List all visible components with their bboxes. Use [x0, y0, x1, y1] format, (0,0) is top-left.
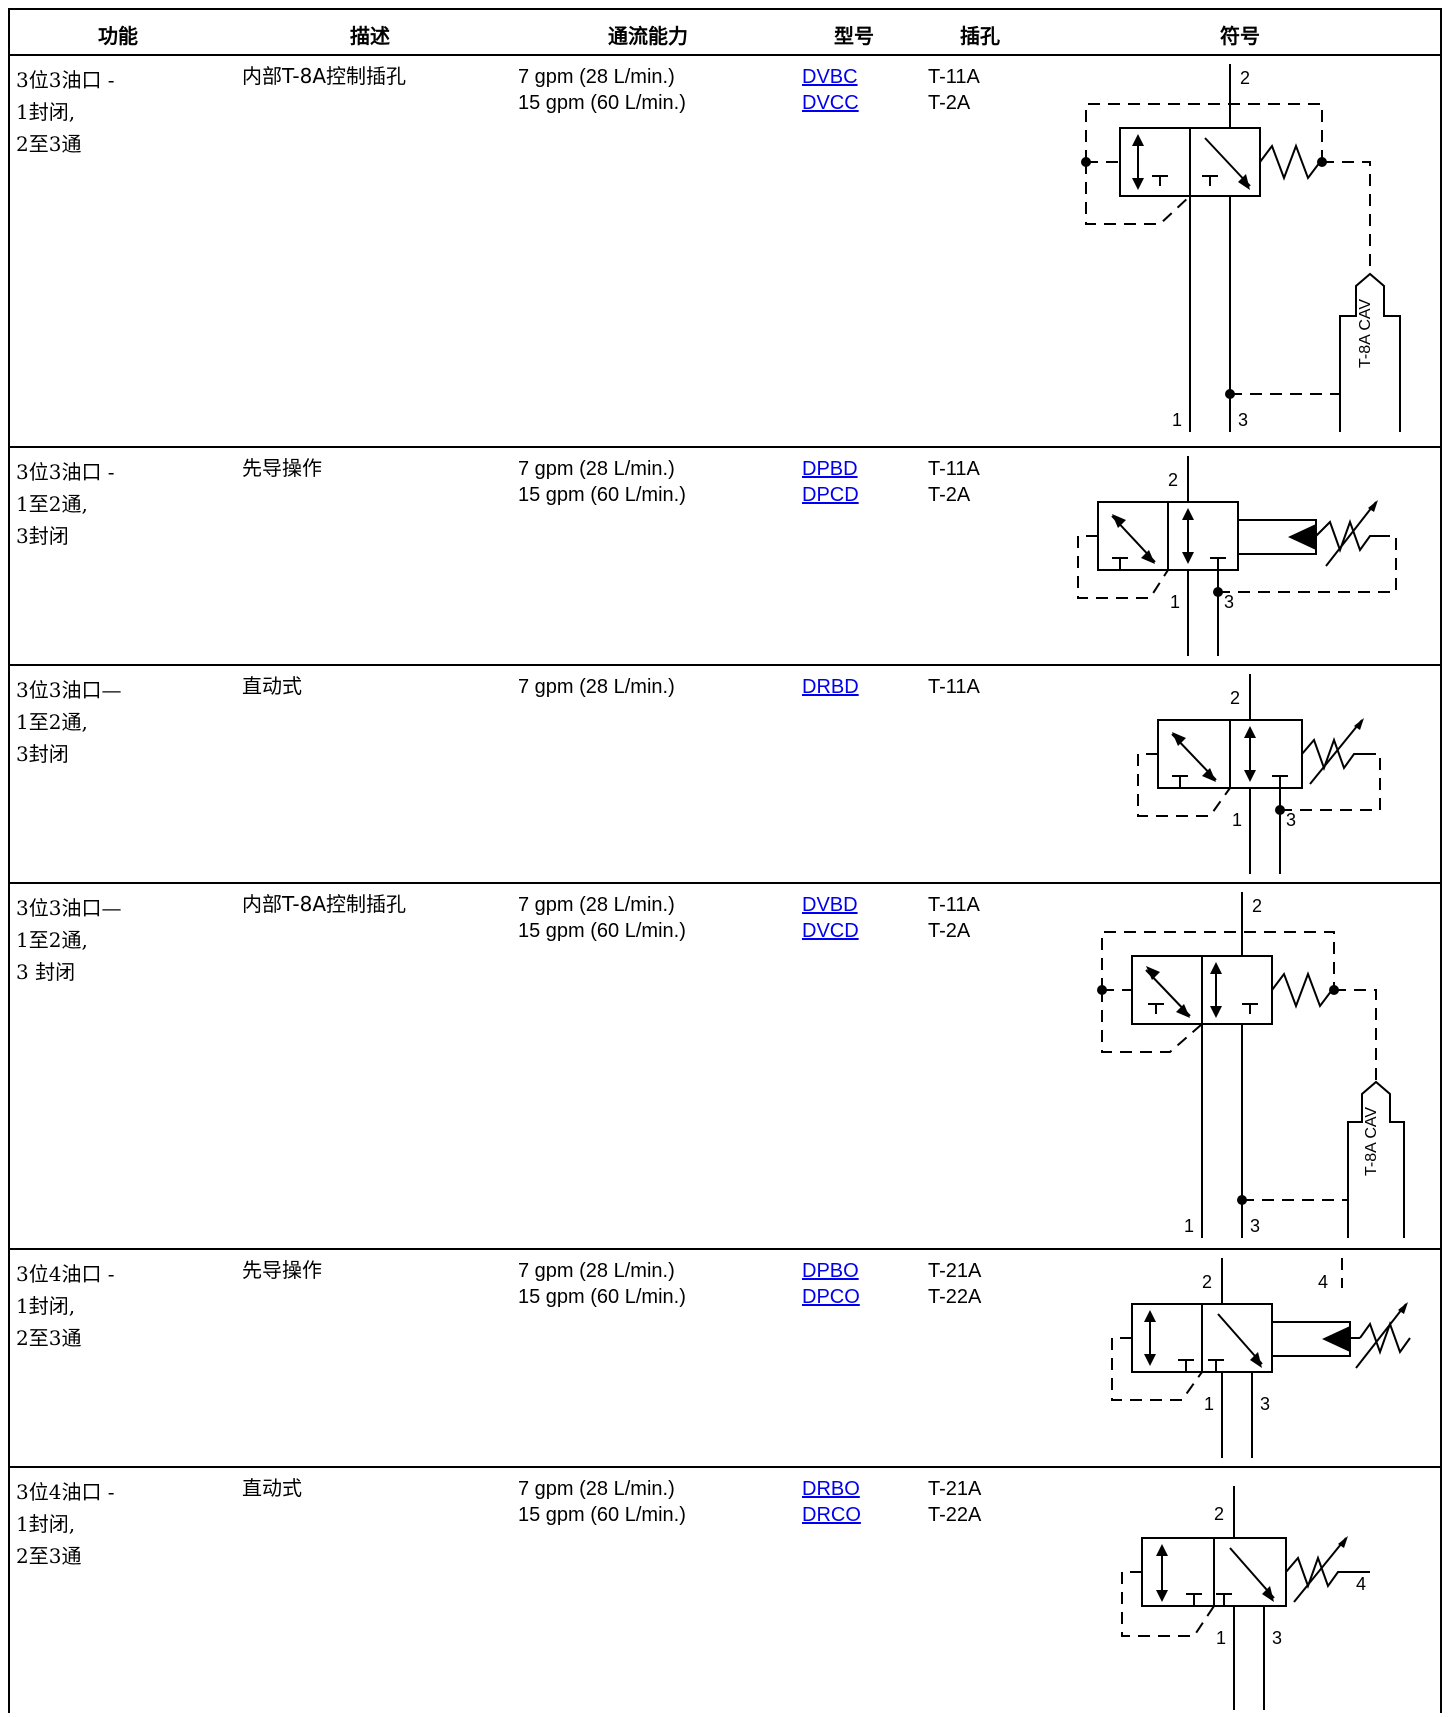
- description-cell: 先导操作: [242, 456, 322, 480]
- model-cell: DRBO DRCO: [802, 1476, 861, 1528]
- valve-diagram-icon: 2 1 3: [1077, 456, 1397, 656]
- valve-diagram-icon: 2 4 1 3: [1111, 1258, 1411, 1458]
- valve-symbol: T-8A CAV 2 1 3: [1040, 882, 1440, 1246]
- table-row: 3位3油口— 1至2通, 3 封闭 内部T-8A控制插孔 7 gpm (28 L/m…: [10, 882, 1440, 1250]
- flow-cell: 7 gpm (28 L/min.) 15 gpm (60 L/min.): [518, 1260, 686, 1308]
- model-cell: DVBD DVCD: [802, 892, 859, 944]
- table-header: 功能 描述 通流能力 型号 插孔 符号: [10, 10, 1440, 56]
- valve-diagram-icon: 2 1 3: [1137, 674, 1381, 874]
- valve-diagram-icon: T-8A CAV 2 1 3: [1081, 64, 1401, 432]
- svg-text:3: 3: [1250, 1216, 1260, 1236]
- svg-text:2: 2: [1168, 470, 1178, 490]
- valve-table: 功能 描述 通流能力 型号 插孔 符号 3位3油口 -1封闭, 2至3通 内部T-…: [8, 8, 1442, 1713]
- flow-cell: 7 gpm (28 L/min.) 15 gpm (60 L/min.): [518, 458, 686, 506]
- flow-cell: 7 gpm (28 L/min.): [518, 676, 675, 698]
- svg-text:2: 2: [1214, 1504, 1224, 1524]
- cavity-cell: T-11A T-2A: [928, 66, 980, 114]
- description-cell: 直动式: [242, 674, 302, 698]
- header-cavity: 插孔: [960, 24, 1000, 48]
- header-description: 描述: [350, 24, 390, 48]
- svg-text:1: 1: [1184, 1216, 1194, 1236]
- table-row: 3位3油口— 1至2通, 3封闭 直动式 7 gpm (28 L/min.) DRB…: [10, 664, 1440, 884]
- svg-text:1: 1: [1170, 592, 1180, 612]
- description-cell: 先导操作: [242, 1258, 322, 1282]
- cavity-cell: T-11A: [928, 676, 980, 698]
- flow-cell: 7 gpm (28 L/min.) 15 gpm (60 L/min.): [518, 894, 686, 942]
- cavity-cell: T-21A T-22A: [928, 1478, 982, 1526]
- model-cell: DRBD: [802, 674, 859, 700]
- model-link-dvbc[interactable]: DVBC: [802, 66, 858, 88]
- description-cell: 直动式: [242, 1476, 302, 1500]
- function-cell: 3位4油口 -1封闭, 2至3通: [16, 1480, 115, 1568]
- model-link-drco[interactable]: DRCO: [802, 1504, 861, 1526]
- model-link-drbo[interactable]: DRBO: [802, 1478, 860, 1500]
- svg-text:2: 2: [1252, 896, 1262, 916]
- header-model: 型号: [834, 24, 874, 48]
- valve-symbol: 2 4 1 3: [1040, 1248, 1440, 1464]
- svg-text:2: 2: [1240, 68, 1250, 88]
- model-link-dpbd[interactable]: DPBD: [802, 458, 858, 480]
- svg-text:1: 1: [1204, 1394, 1214, 1414]
- svg-text:4: 4: [1356, 1574, 1366, 1594]
- description-cell: 内部T-8A控制插孔: [242, 64, 407, 88]
- svg-text:1: 1: [1232, 810, 1242, 830]
- model-cell: DPBO DPCO: [802, 1258, 860, 1310]
- svg-text:1: 1: [1172, 410, 1182, 430]
- model-link-dvbd[interactable]: DVBD: [802, 894, 858, 916]
- model-link-dpco[interactable]: DPCO: [802, 1286, 860, 1308]
- model-link-dvcc[interactable]: DVCC: [802, 92, 859, 114]
- svg-text:3: 3: [1224, 592, 1234, 612]
- header-symbol: 符号: [1220, 24, 1260, 48]
- cavity-cell: T-11A T-2A: [928, 894, 980, 942]
- function-cell: 3位3油口 -1至2通, 3封闭: [16, 460, 115, 548]
- model-cell: DPBD DPCD: [802, 456, 859, 508]
- cavity-cell: T-11A T-2A: [928, 458, 980, 506]
- function-cell: 3位4油口 -1封闭, 2至3通: [16, 1262, 115, 1350]
- table-row: 3位4油口 -1封闭, 2至3通 先导操作 7 gpm (28 L/min.) 15…: [10, 1248, 1440, 1468]
- model-link-dvcd[interactable]: DVCD: [802, 920, 859, 942]
- model-link-dpcd[interactable]: DPCD: [802, 484, 859, 506]
- table-row: 3位3油口 -1至2通, 3封闭 先导操作 7 gpm (28 L/min.) 15…: [10, 446, 1440, 666]
- description-cell: 内部T-8A控制插孔: [242, 892, 407, 916]
- valve-symbol: T-8A CAV 2 1 3: [1040, 54, 1440, 444]
- table-row: 3位3油口 -1封闭, 2至3通 内部T-8A控制插孔 7 gpm (28 L/m…: [10, 54, 1440, 448]
- cavity-cell: T-21A T-22A: [928, 1260, 982, 1308]
- svg-text:T-8A CAV: T-8A CAV: [1357, 299, 1374, 368]
- header-function: 功能: [98, 24, 138, 48]
- model-cell: DVBC DVCC: [802, 64, 859, 116]
- valve-symbol: 2 1 3 4: [1040, 1466, 1440, 1716]
- svg-text:3: 3: [1260, 1394, 1270, 1414]
- valve-diagram-icon: T-8A CAV 2 1 3: [1097, 892, 1405, 1238]
- svg-text:2: 2: [1202, 1272, 1212, 1292]
- svg-text:3: 3: [1272, 1628, 1282, 1648]
- svg-text:3: 3: [1286, 810, 1296, 830]
- svg-text:3: 3: [1238, 410, 1248, 430]
- function-cell: 3位3油口— 1至2通, 3 封闭: [16, 896, 122, 984]
- function-cell: 3位3油口 -1封闭, 2至3通: [16, 68, 115, 156]
- function-cell: 3位3油口— 1至2通, 3封闭: [16, 678, 122, 766]
- valve-diagram-icon: 2 1 3 4: [1121, 1486, 1370, 1710]
- valve-symbol: 2 1 3: [1040, 664, 1440, 880]
- flow-cell: 7 gpm (28 L/min.) 15 gpm (60 L/min.): [518, 1478, 686, 1526]
- model-link-dpbo[interactable]: DPBO: [802, 1260, 859, 1282]
- valve-symbol: 2 1 3: [1040, 446, 1440, 662]
- svg-text:2: 2: [1230, 688, 1240, 708]
- svg-text:T-8A CAV: T-8A CAV: [1363, 1107, 1380, 1176]
- svg-text:4: 4: [1318, 1272, 1328, 1292]
- flow-cell: 7 gpm (28 L/min.) 15 gpm (60 L/min.): [518, 66, 686, 114]
- model-link-drbd[interactable]: DRBD: [802, 676, 859, 698]
- table-row: 3位4油口 -1封闭, 2至3通 直动式 7 gpm (28 L/min.) 15 …: [10, 1466, 1440, 1717]
- header-flow: 通流能力: [608, 24, 688, 48]
- svg-text:1: 1: [1216, 1628, 1226, 1648]
